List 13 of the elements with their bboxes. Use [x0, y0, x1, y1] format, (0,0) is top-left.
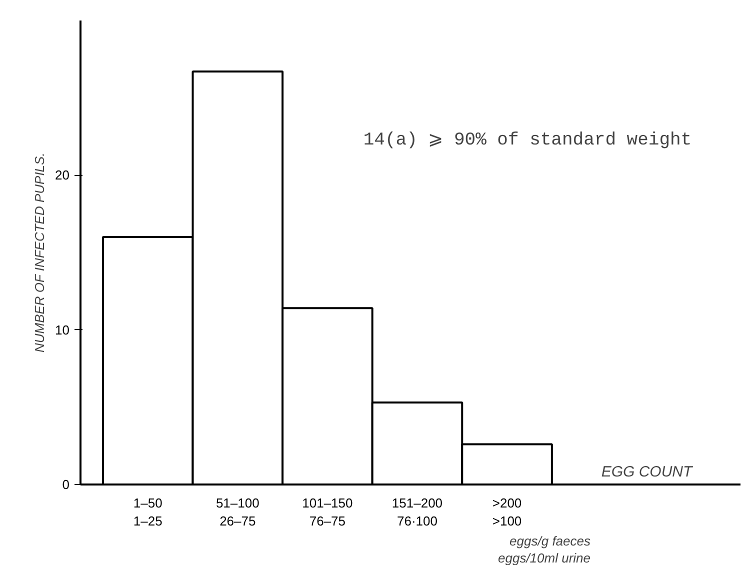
- text: eggs/10ml urine: [498, 550, 590, 566]
- text: eggs/g faeces: [510, 534, 591, 548]
- y-tick-label: 0: [62, 477, 70, 492]
- x-axis-title: EGG COUNT: [601, 464, 694, 480]
- y-tick-label: 20: [55, 168, 70, 183]
- annotation: 14(a) ⩾ 90% of standard weight: [363, 130, 692, 150]
- x-tick-label: >200 >100: [492, 496, 522, 528]
- x-tick-label: 151–200 76·100: [392, 496, 443, 528]
- x-tick-label: 51–100 26–75: [216, 496, 260, 528]
- x-tick-label: 101–150 76–75: [302, 496, 353, 528]
- y-tick-label: 10: [55, 322, 70, 338]
- x-tick-label: 1–50 1–25: [133, 496, 162, 528]
- y-axis-title: NUMBER OF INFECTED PUPILS.: [32, 152, 48, 353]
